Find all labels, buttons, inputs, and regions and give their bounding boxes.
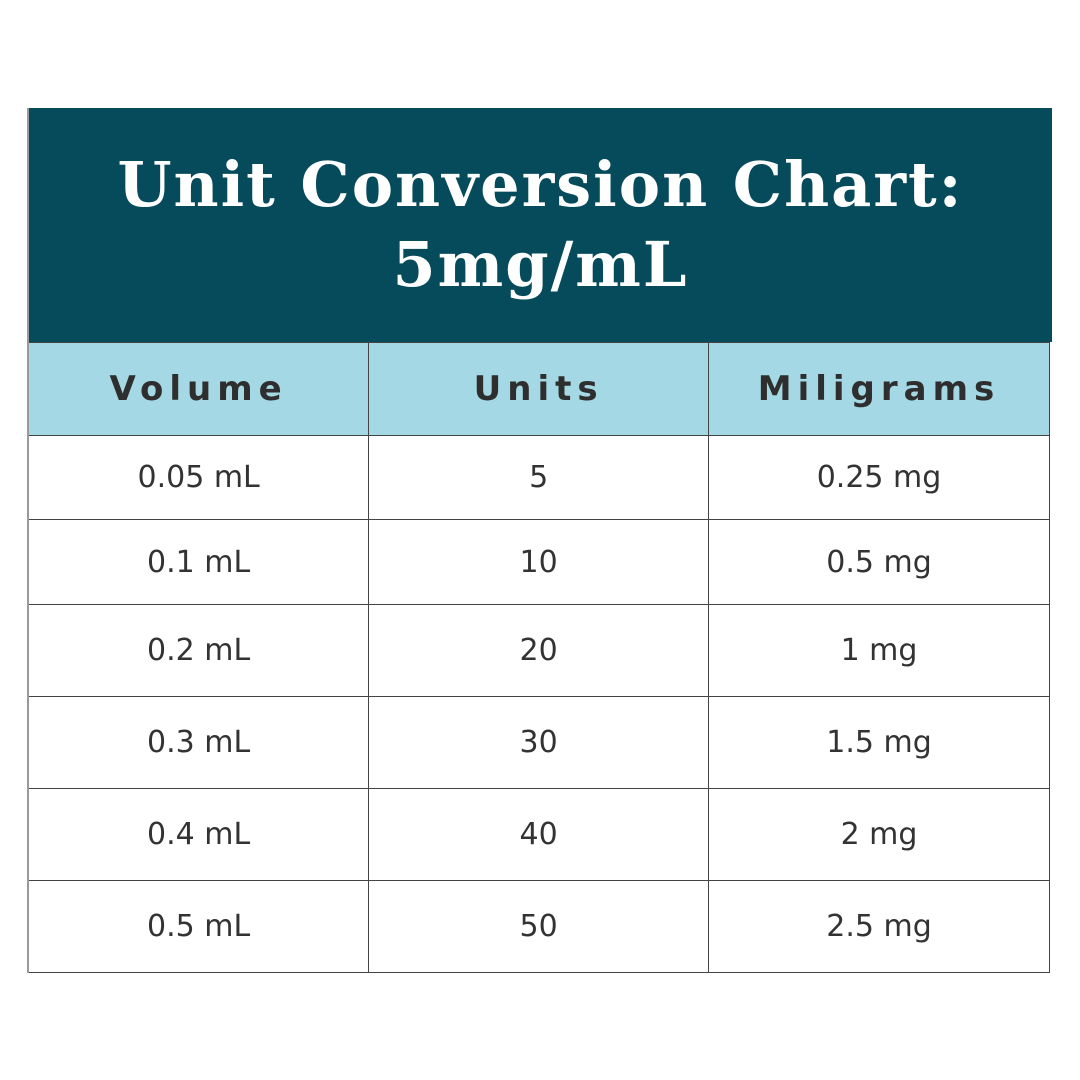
miligrams-cell: 2.5 mg xyxy=(708,880,1050,973)
volume-cell: 0.2 mL xyxy=(27,604,370,697)
units-cell: 20 xyxy=(368,604,710,697)
volume-cell: 0.3 mL xyxy=(27,696,370,789)
volume-cell: 0.5 mL xyxy=(27,880,370,973)
title-line-2: 5mg/mL xyxy=(392,228,689,301)
miligrams-cell: 1 mg xyxy=(708,604,1050,697)
units-cell: 50 xyxy=(368,880,710,973)
table-row: 0.5 mL 50 2.5 mg xyxy=(27,880,1050,973)
volume-cell: 0.05 mL xyxy=(27,435,370,520)
column-header-units: Units xyxy=(368,342,710,436)
units-cell: 40 xyxy=(368,788,710,881)
table-row: 0.3 mL 30 1.5 mg xyxy=(27,696,1050,789)
table-row: 0.2 mL 20 1 mg xyxy=(27,604,1050,697)
units-cell: 10 xyxy=(368,519,710,605)
conversion-table: Volume Units Miligrams 0.05 mL 5 0.25 mg 0.… xyxy=(27,342,1050,973)
title-line-1: Unit Conversion Chart: xyxy=(117,148,964,221)
miligrams-cell: 2 mg xyxy=(708,788,1050,881)
table-row: 0.05 mL 5 0.25 mg xyxy=(27,435,1050,520)
table-row: 0.4 mL 40 2 mg xyxy=(27,788,1050,881)
volume-cell: 0.4 mL xyxy=(27,788,370,881)
table-row: 0.1 mL 10 0.5 mg xyxy=(27,519,1050,605)
title-banner: Unit Conversion Chart: 5mg/mL xyxy=(27,108,1052,342)
volume-cell: 0.1 mL xyxy=(27,519,370,605)
column-header-miligrams: Miligrams xyxy=(708,342,1050,436)
units-cell: 30 xyxy=(368,696,710,789)
units-cell: 5 xyxy=(368,435,710,520)
miligrams-cell: 1.5 mg xyxy=(708,696,1050,789)
column-header-volume: Volume xyxy=(27,342,370,436)
header-row: Volume Units Miligrams xyxy=(27,342,1050,436)
miligrams-cell: 0.5 mg xyxy=(708,519,1050,605)
miligrams-cell: 0.25 mg xyxy=(708,435,1050,520)
